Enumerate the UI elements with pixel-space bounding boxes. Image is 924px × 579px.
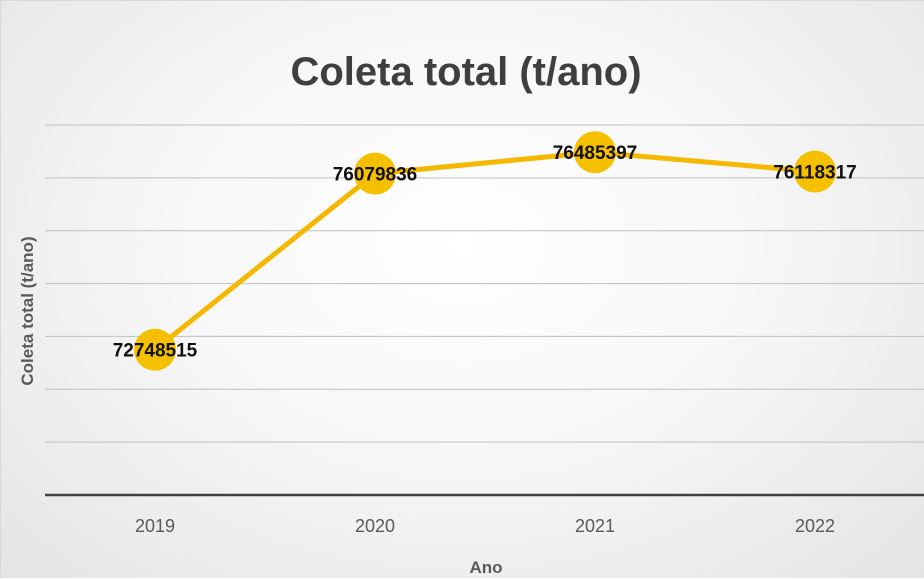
series-line-0 (152, 149, 818, 353)
data-point-2021 (574, 131, 616, 174)
y-axis-title: Coleta total (t/ano) (18, 236, 37, 385)
data-label-2019: 72748515 (113, 341, 198, 362)
chart-title: Coleta total (t/ano) (290, 50, 641, 94)
data-label-2022: 76118317 (773, 163, 857, 184)
series-layer: 72748515 76079836 76485397 76118317 (113, 131, 857, 371)
gridlines (45, 124, 924, 443)
data-point-2019 (134, 328, 176, 371)
data-label-2020: 76079836 (333, 165, 418, 186)
x-tick-labels: 2019 2020 2021 2022 (135, 516, 835, 536)
x-tick-label-2019: 2019 (135, 516, 175, 536)
data-point-2022 (794, 150, 836, 193)
x-tick-label-2022: 2022 (795, 516, 835, 536)
x-tick-label-2021: 2021 (575, 516, 615, 536)
x-axis-title: Ano (469, 558, 502, 577)
data-point-2020 (354, 152, 396, 195)
x-tick-label-2020: 2020 (355, 516, 395, 536)
data-label-2021: 76485397 (553, 143, 638, 164)
